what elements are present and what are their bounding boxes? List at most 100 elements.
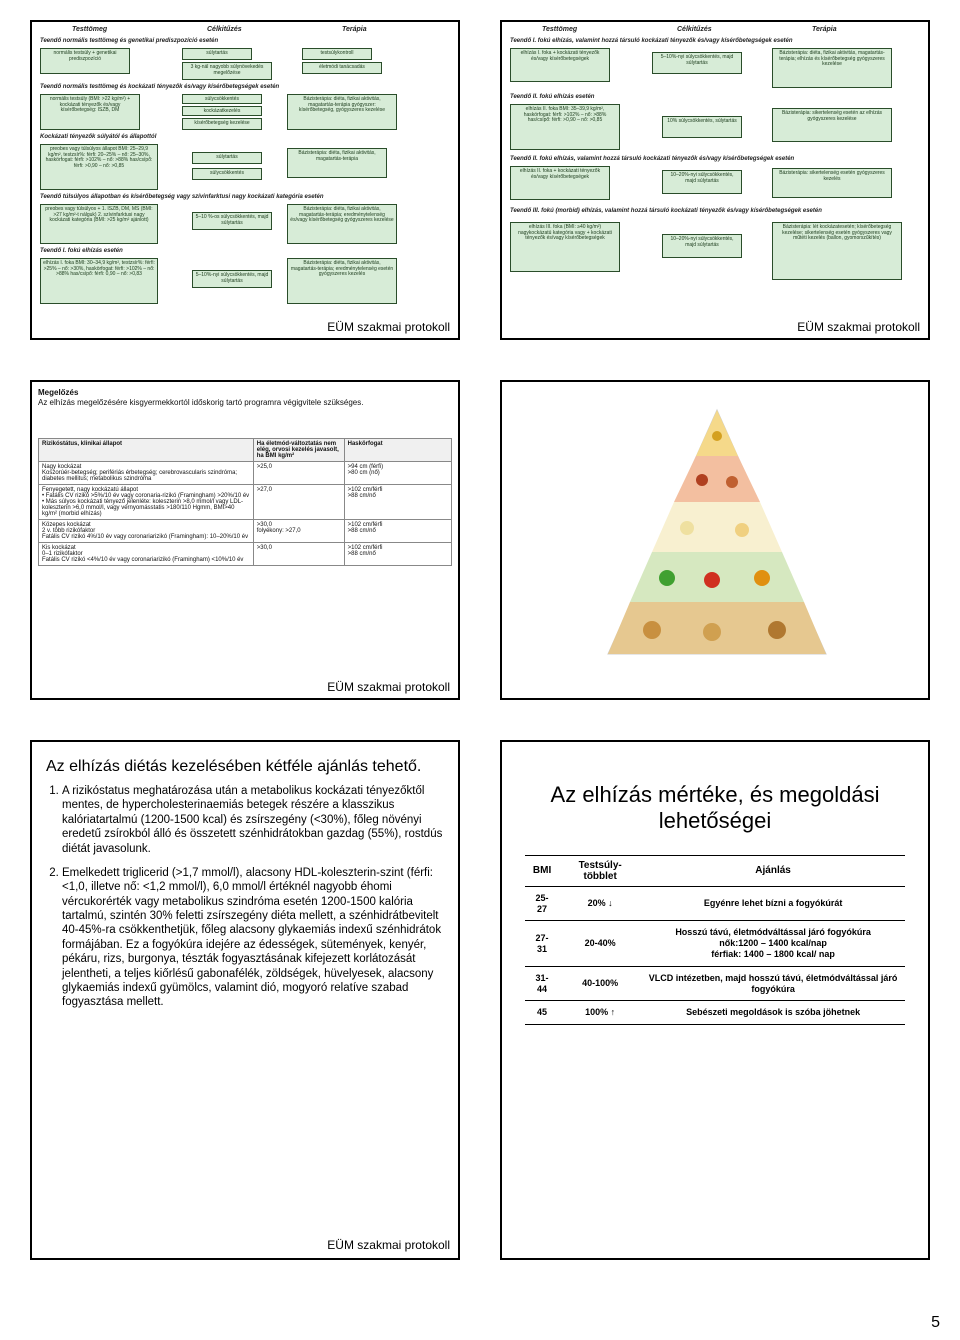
flow-box: Bázisterápia: diéta, fizikai aktivitás, … [287, 148, 387, 178]
bmi-table: BMI Testsúly-többlet Ajánlás 25-2720% ↓E… [525, 855, 905, 1025]
flow-box: Bázisterápia: diéta, fizikai aktivitás, … [287, 258, 397, 304]
flow-box: normális testsúly + genetikai prediszpoz… [40, 48, 130, 74]
flow-box: 10% súlycsökkentés, súlytartás [662, 116, 742, 138]
flow-box: súlytartás [182, 48, 252, 60]
col-header: Testtömeg [72, 26, 107, 33]
table-row: Közepes kockázat 2 v. több rizikófaktor … [39, 520, 452, 543]
table-row: Fenyegetett, nagy kockázatú állapot • Fa… [39, 485, 452, 520]
cell-recommendation: Egyénre lehet bízni a fogyókúrát [641, 886, 905, 921]
cell-recommendation: Hosszú távú, életmódváltással járó fogyó… [641, 921, 905, 966]
food-pyramid-graphic [592, 402, 842, 662]
th-risk: Rizikóstátus, klinikai állapot [39, 439, 254, 462]
cell-bmi: >30,0 folyékony: >27,0 [253, 520, 344, 543]
col-header: Célkitűzés [677, 26, 712, 33]
slide-diet-recommendations: Az elhízás diétás kezelésében kétféle aj… [30, 740, 460, 1260]
cell-bmi: >30,0 [253, 543, 344, 566]
cell-waist: >102 cm/férfi >88 cm/nő [344, 485, 451, 520]
flow-box: normális testsúly (BMI: >22 kg/m²) + koc… [40, 94, 140, 130]
col-header: Testtömeg [542, 26, 577, 33]
section-head: Teendő II. fokú elhízás, valamint hozzá … [510, 156, 794, 162]
flow-box: 5–10%-nyi súlycsökkentés, majd súlytartá… [192, 270, 272, 288]
cell-bmi: 27-31 [525, 921, 559, 966]
flow-box: Bázisterápia: sikertelenség esetén gyógy… [772, 168, 892, 198]
th-waist: Haskörfogat [344, 439, 451, 462]
section-head: Teendő normális testtömeg és kockázati t… [40, 84, 279, 90]
slide-caption: EÜM szakmai protokoll [797, 320, 920, 334]
col-header: Terápia [342, 26, 367, 33]
cell-bmi: 45 [525, 1001, 559, 1025]
slide-prevention-table: Megelőzés Az elhízás megelőzésére kisgye… [30, 380, 460, 700]
cell-bmi: 31-44 [525, 966, 559, 1001]
cell-risk: Kis kockázat 0–1 rizikófaktor Fatális CV… [39, 543, 254, 566]
flow-box: elhízás III. foka (BMI: ≥40 kg/m²) nagyk… [510, 222, 620, 272]
flow-box: súlytartás [192, 152, 262, 164]
col-header: Célkitűzés [207, 26, 242, 33]
flow-box: kockázatkezelés [182, 106, 262, 116]
cell-bmi: >27,0 [253, 485, 344, 520]
flow-box: életmódi tanácsadás [302, 62, 382, 74]
slide-food-pyramid [500, 380, 930, 700]
recommendation-list: A rizikóstatus meghatározása után a meta… [62, 784, 444, 1010]
slide6-title: Az elhízás mértéke, és megoldási lehetős… [522, 782, 908, 835]
th-surplus: Testsúly-többlet [559, 855, 641, 886]
cell-surplus: 100% ↑ [559, 1001, 641, 1025]
flow-box: Bázisterápia: diéta, fizikai aktivitás, … [287, 204, 397, 244]
table-row: 45100% ↑Sebészeti megoldások is szóba jö… [525, 1001, 905, 1025]
pyramid-icon [592, 402, 842, 662]
th-bmi: Ha életmód-változtatás nem elég, orvosi … [253, 439, 344, 462]
table-row: Nagy kockázat Koszorúér-betegség; perifé… [39, 462, 452, 485]
prevention-body: Az elhízás megelőzésére kisgyermekkortól… [38, 398, 363, 407]
list-item: A rizikóstatus meghatározása után a meta… [62, 784, 444, 856]
flow-box: preobes vagy túlsúlyos + 1. ISZB, DM, MS… [40, 204, 158, 244]
cell-waist: >102 cm/férfi >88 cm/nő [344, 520, 451, 543]
col-header: Terápia [812, 26, 837, 33]
flow-box: Bázisterápia: diéta, fizikai aktivitás, … [772, 48, 892, 88]
slide-flowchart-2: Testtömeg Célkitűzés Terápia Teendő I. f… [500, 20, 930, 340]
flow-box: elhízás II. foka + kockázati tényezők és… [510, 166, 610, 200]
flow-box: 3 kg-nál nagyobb súlynövekedés megelőzés… [182, 62, 272, 80]
flow-box: súlycsökkentés [182, 94, 262, 104]
slide-caption: EÜM szakmai protokoll [327, 1238, 450, 1252]
table-row: 27-3120-40%Hosszú távú, életmódváltással… [525, 921, 905, 966]
cell-surplus: 40-100% [559, 966, 641, 1001]
flow-box: Bázisterápia: sikertelenség esetén az el… [772, 108, 892, 142]
flow-box: súlycsökkentés [192, 168, 262, 180]
slide5-title: Az elhízás diétás kezelésében kétféle aj… [46, 758, 444, 776]
table-row: 31-4440-100%VLCD intézetben, majd hosszú… [525, 966, 905, 1001]
slide-bmi-solutions: Az elhízás mértéke, és megoldási lehetős… [500, 740, 930, 1260]
cell-bmi: >25,0 [253, 462, 344, 485]
page-number: 5 [931, 1314, 940, 1332]
section-head: Teendő I. fokú elhízás, valamint hozzá t… [510, 38, 793, 44]
flow-box: preobes vagy túlsúlyos állapot BMI: 25–2… [40, 144, 158, 190]
flow-box: testsúlykontroll [302, 48, 372, 60]
th-rec: Ajánlás [641, 855, 905, 886]
flow-box: elhízás I. foka BMI: 30–34,9 kg/m², test… [40, 258, 158, 304]
section-head: Teendő I. fokú elhízás esetén [40, 248, 123, 254]
section-head: Teendő III. fokú (morbid) elhízás, valam… [510, 208, 822, 214]
flow-box: Bázisterápia: lét kockázatesetén; kísérő… [772, 222, 902, 280]
flow-box: 10–20%-nyi súlycsökkentés, majd súlytart… [662, 170, 742, 194]
flow-box: elhízás II. foka BMI: 35–39,9 kg/m², has… [510, 104, 620, 150]
cell-bmi: 25-27 [525, 886, 559, 921]
table-row: Kis kockázat 0–1 rizikófaktor Fatális CV… [39, 543, 452, 566]
section-head: Kockázati tényezők súlyától és állapottó… [40, 134, 156, 140]
cell-surplus: 20% ↓ [559, 886, 641, 921]
flow-box: elhízás I. foka + kockázati tényezők és/… [510, 48, 610, 82]
flow-box: Bázisterápia: diéta, fizikai aktivitás, … [287, 94, 397, 130]
list-item: Emelkedett triglicerid (>1,7 mmol/l), al… [62, 866, 444, 1010]
cell-risk: Nagy kockázat Koszorúér-betegség; perifé… [39, 462, 254, 485]
cell-waist: >94 cm (férfi) >80 cm (nő) [344, 462, 451, 485]
prevention-header: Megelőzés Az elhízás megelőzésére kisgye… [38, 388, 452, 408]
cell-recommendation: VLCD intézetben, majd hosszú távú, életm… [641, 966, 905, 1001]
prevention-title: Megelőzés [38, 388, 78, 397]
table-row: 25-2720% ↓Egyénre lehet bízni a fogyókúr… [525, 886, 905, 921]
cell-risk: Fenyegetett, nagy kockázatú állapot • Fa… [39, 485, 254, 520]
flow-box: 10–20%-nyi súlycsökkentés, majd súlytart… [662, 234, 742, 258]
flow-box: kísérőbetegség kezelése [182, 118, 262, 130]
prevention-table: Rizikóstátus, klinikai állapot Ha életmó… [38, 438, 452, 566]
slide-flowchart-1: Testtömeg Célkitűzés Terápia Teendő norm… [30, 20, 460, 340]
th-bmi: BMI [525, 855, 559, 886]
cell-surplus: 20-40% [559, 921, 641, 966]
flow-box: 5–10%-nyi súlycsökkentés, majd súlytartá… [652, 52, 742, 74]
cell-recommendation: Sebészeti megoldások is szóba jöhetnek [641, 1001, 905, 1025]
